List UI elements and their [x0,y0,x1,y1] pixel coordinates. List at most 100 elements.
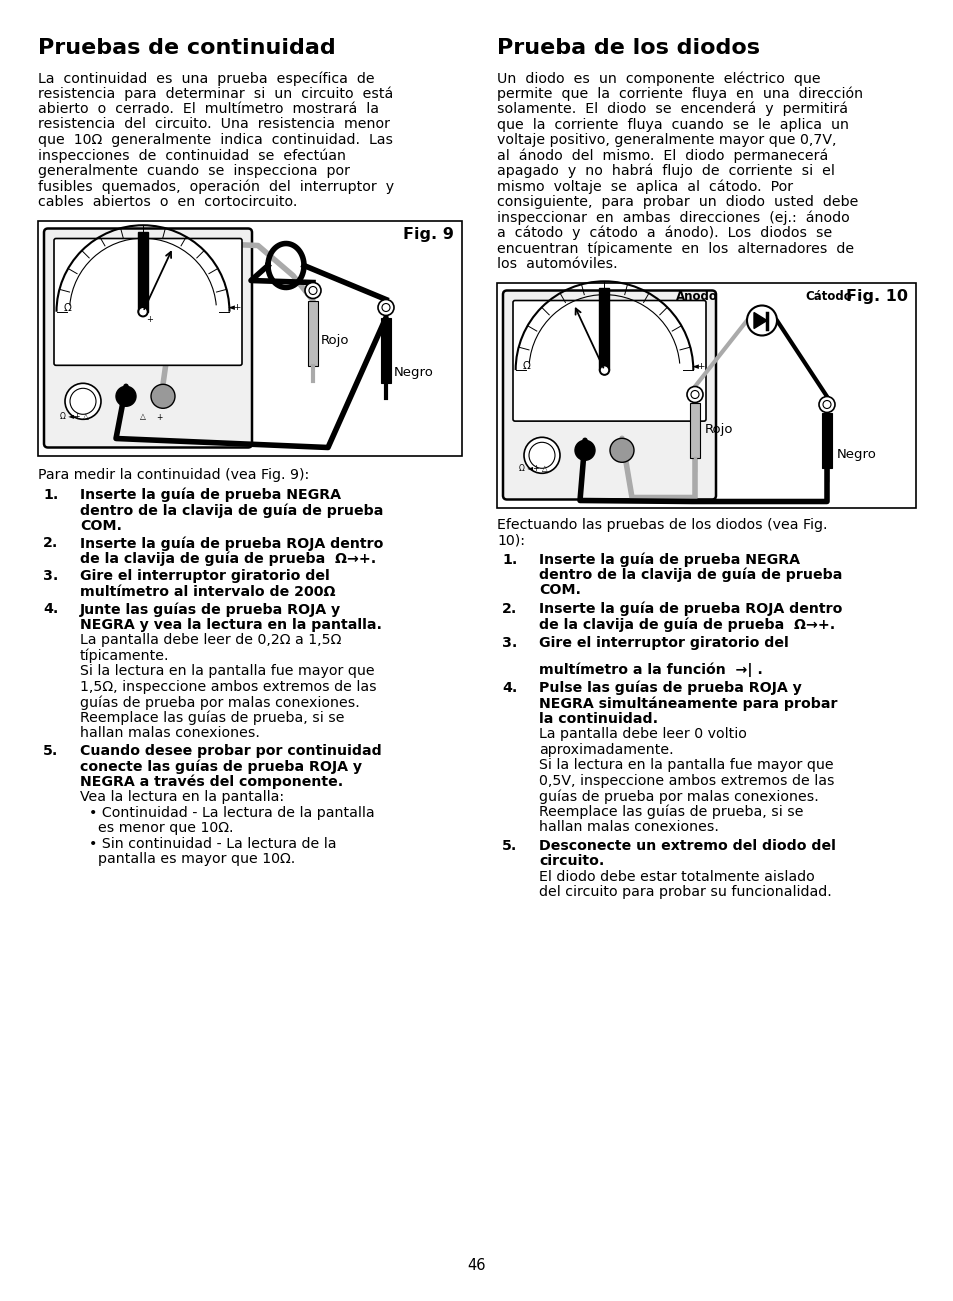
Text: NEGRA simultáneamente para probar: NEGRA simultáneamente para probar [538,696,837,710]
Text: resistencia  para  determinar  si  un  circuito  está: resistencia para determinar si un circui… [38,86,393,101]
Circle shape [746,306,776,336]
Text: COM.: COM. [80,519,122,532]
Text: solamente.  El  diodo  se  encenderá  y  permitirá: solamente. El diodo se encenderá y permi… [497,101,847,117]
Circle shape [609,438,634,462]
Text: Reemplace las guías de prueba, si se: Reemplace las guías de prueba, si se [538,805,802,820]
Text: Pruebas de continuidad: Pruebas de continuidad [38,38,335,59]
Text: del circuito para probar su funcionalidad.: del circuito para probar su funcionalida… [538,886,831,899]
Text: COM.: COM. [538,584,580,597]
FancyBboxPatch shape [44,229,252,448]
Text: 1.: 1. [43,488,58,502]
Bar [497,282,915,507]
Text: • Sin continuidad - La lectura de la: • Sin continuidad - La lectura de la [80,837,336,851]
Text: Ω ◄+ △: Ω ◄+ △ [518,464,547,474]
Text: abierto  o  cerrado.  El  multímetro  mostrará  la: abierto o cerrado. El multímetro mostrar… [38,101,378,116]
Circle shape [601,367,607,373]
Bar [689,402,700,458]
Text: Inserte la guía de prueba ROJA dentro: Inserte la guía de prueba ROJA dentro [80,536,383,550]
Circle shape [690,390,699,398]
Text: 4.: 4. [501,680,517,695]
Bar [821,412,831,467]
Text: 5.: 5. [501,839,517,853]
Text: Si la lectura en la pantalla fue mayor que: Si la lectura en la pantalla fue mayor q… [80,664,375,678]
Text: circuito.: circuito. [538,855,604,868]
Text: permite  que  la  corriente  fluya  en  una  dirección: permite que la corriente fluya en una di… [497,86,862,101]
Text: 3.: 3. [43,569,58,583]
Text: al  ánodo  del  mismo.  El  diodo  permanecerá: al ánodo del mismo. El diodo permanecerá [497,148,827,163]
Text: 46: 46 [467,1258,486,1272]
Text: encuentran  típicamente  en  los  alternadores  de: encuentran típicamente en los alternador… [497,242,853,256]
Text: a  cátodo  y  cátodo  a  ánodo).  Los  diodos  se: a cátodo y cátodo a ánodo). Los diodos s… [497,226,831,241]
Text: Gire el interruptor giratorio del: Gire el interruptor giratorio del [80,569,330,583]
Bar [380,317,391,382]
Text: es menor que 10Ω.: es menor que 10Ω. [80,821,233,835]
Text: Cátodo: Cátodo [804,290,851,303]
Text: 3.: 3. [501,636,517,650]
Text: Inserte la guía de prueba ROJA dentro: Inserte la guía de prueba ROJA dentro [538,602,841,617]
Text: generalmente  cuando  se  inspecciona  por: generalmente cuando se inspecciona por [38,164,350,178]
Text: Negro: Negro [836,448,876,461]
Circle shape [151,384,174,409]
Circle shape [309,286,316,294]
Text: pantalla es mayor que 10Ω.: pantalla es mayor que 10Ω. [80,852,294,866]
Text: Cuando desee probar por continuidad: Cuando desee probar por continuidad [80,744,381,757]
Text: El diodo debe estar totalmente aislado: El diodo debe estar totalmente aislado [538,870,814,883]
Text: Para medir la continuidad (vea Fig. 9):: Para medir la continuidad (vea Fig. 9): [38,467,309,481]
Text: los  automóviles.: los automóviles. [497,258,617,271]
Text: La  continuidad  es  una  prueba  específica  de: La continuidad es una prueba específica … [38,72,375,86]
Text: multímetro a la función  →| .: multímetro a la función →| . [538,662,762,677]
Text: hallan malas conexiones.: hallan malas conexiones. [538,821,719,834]
Text: la continuidad.: la continuidad. [538,712,658,726]
Text: inspeccionar  en  ambas  direcciones  (ej.:  ánodo: inspeccionar en ambas direcciones (ej.: … [497,211,849,225]
Text: Inserte la guía de prueba NEGRA: Inserte la guía de prueba NEGRA [538,553,800,567]
Text: ◄+: ◄+ [228,303,242,312]
Text: Rojo: Rojo [320,334,349,347]
Text: NEGRA a través del componente.: NEGRA a través del componente. [80,774,343,790]
Text: La pantalla debe leer de 0,2Ω a 1,5Ω: La pantalla debe leer de 0,2Ω a 1,5Ω [80,634,341,647]
Text: voltaje positivo, generalmente mayor que 0,7V,: voltaje positivo, generalmente mayor que… [497,133,836,147]
Text: Ω: Ω [522,362,530,371]
Text: consiguiente,  para  probar  un  diodo  usted  debe: consiguiente, para probar un diodo usted… [497,195,858,209]
Text: que  10Ω  generalmente  indica  continuidad.  Las: que 10Ω generalmente indica continuidad.… [38,133,393,147]
Circle shape [523,437,559,474]
Text: Ω ◄+ △: Ω ◄+ △ [60,412,89,422]
Text: mismo  voltaje  se  aplica  al  cátodo.  Por: mismo voltaje se aplica al cátodo. Por [497,180,792,194]
Text: conecte las guías de prueba ROJA y: conecte las guías de prueba ROJA y [80,760,362,774]
Text: Anodo: Anodo [676,290,718,303]
Bar [38,220,461,455]
Text: Pulse las guías de prueba ROJA y: Pulse las guías de prueba ROJA y [538,680,801,695]
Text: 10):: 10): [497,533,524,546]
Text: 0,5V, inspeccione ambos extremos de las: 0,5V, inspeccione ambos extremos de las [538,774,834,788]
Text: 4.: 4. [43,602,58,617]
FancyBboxPatch shape [513,301,705,422]
Text: dentro de la clavija de guía de prueba: dentro de la clavija de guía de prueba [80,503,383,518]
Text: de la clavija de guía de prueba  Ω→+.: de la clavija de guía de prueba Ω→+. [538,618,835,632]
Text: de la clavija de guía de prueba  Ω→+.: de la clavija de guía de prueba Ω→+. [80,552,375,566]
FancyBboxPatch shape [54,238,242,366]
Text: 5.: 5. [43,744,58,757]
Text: La pantalla debe leer 0 voltio: La pantalla debe leer 0 voltio [538,727,746,742]
Text: fusibles  quemados,  operación  del  interruptor  y: fusibles quemados, operación del interru… [38,180,394,194]
Text: NEGRA y vea la lectura en la pantalla.: NEGRA y vea la lectura en la pantalla. [80,618,381,632]
Text: • Continuidad - La lectura de la pantalla: • Continuidad - La lectura de la pantall… [80,805,375,820]
Text: Prueba de los diodos: Prueba de los diodos [497,38,760,59]
Text: 2.: 2. [43,536,58,550]
Text: inspecciones  de  continuidad  se  efectúan: inspecciones de continuidad se efectúan [38,148,346,163]
Circle shape [575,440,595,461]
Text: dentro de la clavija de guía de prueba: dentro de la clavija de guía de prueba [538,569,841,583]
Text: Un  diodo  es  un  componente  eléctrico  que: Un diodo es un componente eléctrico que [497,72,820,86]
Text: Negro: Negro [394,366,434,379]
Text: cables  abiertos  o  en  cortocircuito.: cables abiertos o en cortocircuito. [38,195,297,209]
Text: △: △ [140,412,146,422]
Text: que  la  corriente  fluya  cuando  se  le  aplica  un: que la corriente fluya cuando se le apli… [497,117,848,131]
Text: Reemplace las guías de prueba, si se: Reemplace las guías de prueba, si se [80,710,344,725]
Text: +: + [146,315,152,324]
Text: Ω: Ω [64,303,71,312]
Circle shape [686,386,702,402]
Text: apagado  y  no  habrá  flujo  de  corriente  si  el: apagado y no habrá flujo de corriente si… [497,164,834,178]
Text: Efectuando las pruebas de los diodos (vea Fig.: Efectuando las pruebas de los diodos (ve… [497,518,826,532]
Text: Vea la lectura en la pantalla:: Vea la lectura en la pantalla: [80,790,284,804]
Text: Fig. 10: Fig. 10 [845,289,907,303]
Circle shape [140,308,146,315]
Text: guías de prueba por malas conexiones.: guías de prueba por malas conexiones. [80,695,359,709]
